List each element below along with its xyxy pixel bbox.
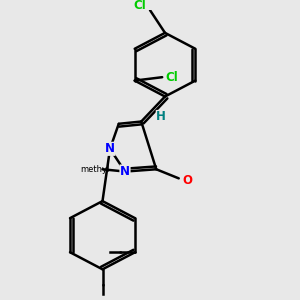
Text: Cl: Cl — [134, 0, 146, 12]
Text: methyl: methyl — [80, 165, 110, 174]
Text: O: O — [182, 174, 193, 187]
Text: H: H — [156, 110, 166, 124]
Text: N: N — [120, 165, 130, 178]
Text: Cl: Cl — [166, 71, 178, 84]
Text: N: N — [105, 142, 115, 155]
